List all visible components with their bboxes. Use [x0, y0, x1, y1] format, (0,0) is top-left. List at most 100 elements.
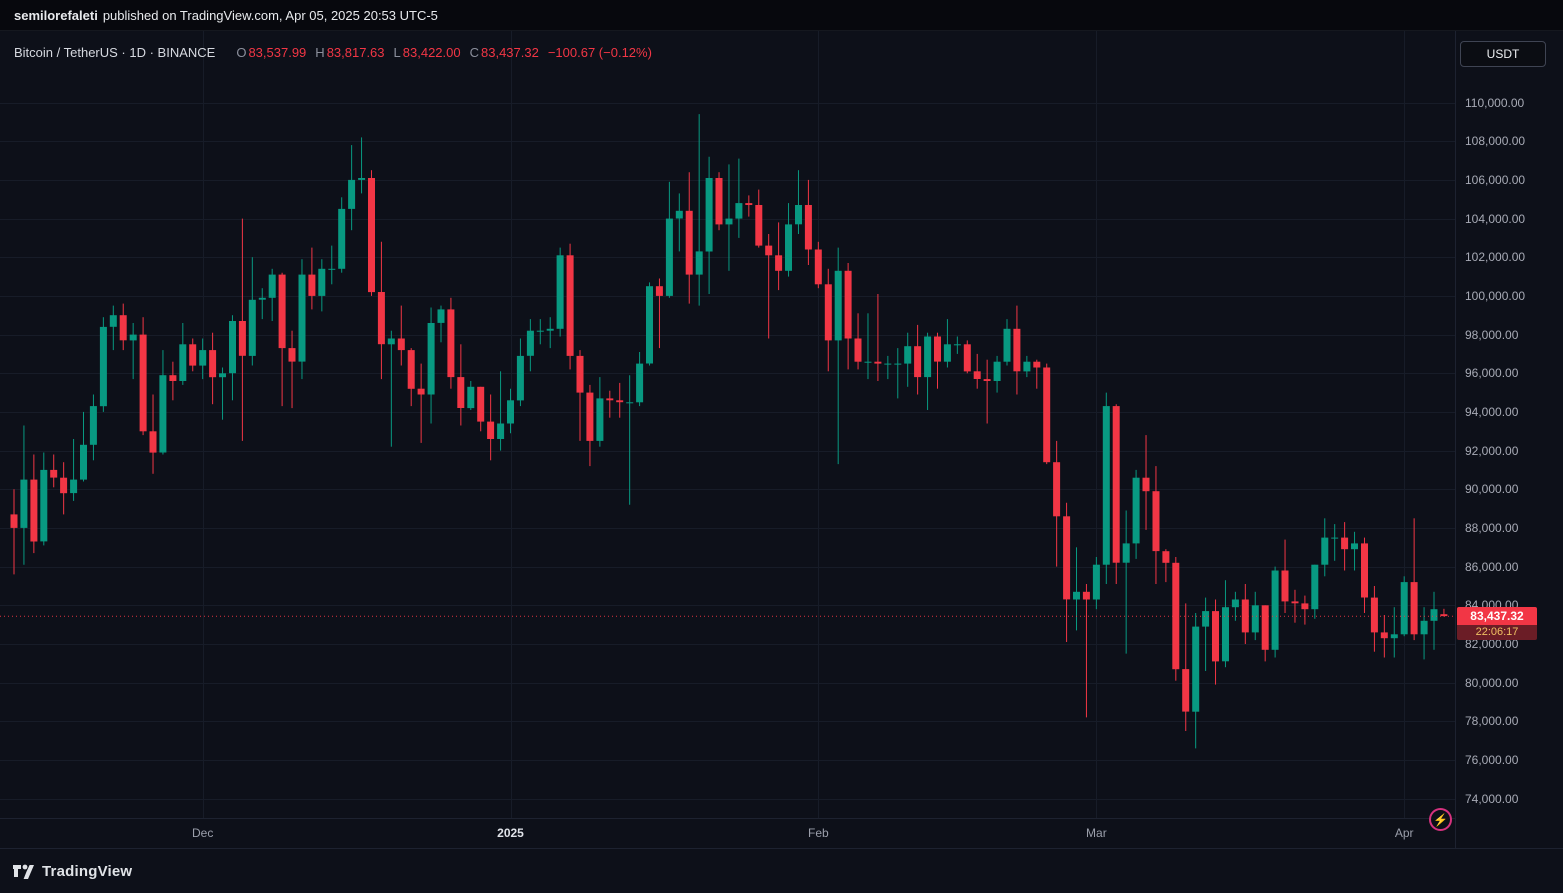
candle — [953, 344, 961, 346]
candle — [308, 274, 316, 296]
symbol-title[interactable]: Bitcoin / TetherUS · 1D · BINANCE — [14, 45, 216, 60]
candle — [536, 330, 544, 332]
candle — [10, 514, 18, 528]
candle — [268, 274, 276, 298]
time-tick-label: Feb — [807, 826, 829, 840]
tradingview-logo-icon[interactable] — [13, 863, 34, 879]
time-axis[interactable]: Dec 2025 Feb Mar Apr — [0, 818, 1455, 848]
candle — [775, 255, 783, 271]
price-tick-label: 98,000.00 — [1465, 327, 1519, 342]
candle — [1251, 605, 1259, 633]
candle — [943, 344, 951, 362]
candle — [1182, 669, 1190, 712]
candle — [199, 350, 207, 366]
candle — [1321, 537, 1329, 565]
price-tick-label: 110,000.00 — [1465, 95, 1525, 110]
candle — [437, 309, 445, 323]
candle — [1261, 605, 1269, 650]
candle — [795, 205, 802, 225]
candle — [457, 377, 465, 408]
candle — [417, 388, 425, 395]
price-tick-label: 90,000.00 — [1465, 482, 1519, 497]
boost-icon[interactable]: ⚡ — [1429, 808, 1452, 831]
candlestick-chart[interactable] — [0, 31, 1455, 818]
candle — [1400, 582, 1408, 635]
candle — [219, 373, 226, 378]
candle — [40, 469, 48, 542]
candle — [1212, 611, 1219, 662]
time-tick-label: 2025 — [497, 826, 524, 840]
candle — [189, 344, 197, 366]
chart-area: Bitcoin / TetherUS · 1D · BINANCE O 83,53… — [0, 31, 1563, 848]
candle — [50, 469, 58, 478]
candle — [1023, 361, 1031, 372]
candle — [338, 208, 346, 269]
candle — [1082, 591, 1090, 600]
candle — [566, 255, 574, 356]
grid-lines — [0, 31, 1455, 818]
candle — [924, 336, 932, 378]
candle — [904, 346, 912, 364]
candle — [1202, 611, 1210, 627]
price-tick-label: 82,000.00 — [1465, 636, 1519, 651]
last-price-value: 83,437.32 — [1457, 607, 1537, 626]
candle — [1271, 570, 1279, 650]
candle — [526, 330, 534, 356]
candle — [1430, 609, 1438, 621]
candle — [993, 361, 1001, 381]
footer-bar: TradingView — [0, 848, 1563, 893]
candle — [30, 479, 38, 542]
currency-toggle-button[interactable]: USDT — [1460, 41, 1546, 67]
price-tick-label: 74,000.00 — [1465, 791, 1519, 806]
candle — [238, 321, 246, 356]
candle — [963, 344, 971, 372]
candle — [675, 210, 683, 219]
candle — [596, 398, 604, 441]
candle — [60, 477, 68, 494]
candle — [894, 363, 902, 365]
candle — [80, 444, 87, 480]
candle — [665, 218, 673, 296]
candle — [1281, 570, 1289, 602]
candle — [377, 292, 385, 345]
time-tick-label: Mar — [1086, 826, 1107, 840]
candle — [874, 361, 882, 364]
last-price-badge: 83,437.32 22:06:17 — [1457, 607, 1537, 641]
candle — [983, 379, 991, 381]
candle — [487, 421, 495, 439]
candle — [646, 286, 653, 364]
candle — [169, 375, 177, 381]
price-axis[interactable]: USDT 83,437.32 22:06:17 74,000.00 76,000.… — [1455, 31, 1563, 848]
candle — [556, 255, 564, 329]
price-tick-label: 80,000.00 — [1465, 675, 1519, 690]
price-tick-label: 86,000.00 — [1465, 559, 1519, 574]
candle — [179, 344, 187, 381]
candle — [685, 210, 693, 275]
candle — [1420, 620, 1428, 635]
candle — [1122, 543, 1130, 563]
chart-legend[interactable]: Bitcoin / TetherUS · 1D · BINANCE O 83,53… — [14, 45, 652, 60]
candle — [288, 348, 296, 362]
candle — [1102, 406, 1110, 565]
price-tick-label: 104,000.00 — [1465, 211, 1526, 226]
candle — [1410, 582, 1418, 635]
candle — [70, 479, 78, 494]
candle — [725, 218, 733, 225]
candle — [20, 479, 28, 528]
candle — [973, 371, 981, 379]
candle — [1241, 599, 1249, 633]
candle — [89, 406, 97, 445]
candle — [1311, 564, 1319, 610]
candle — [1192, 626, 1200, 712]
candle — [1132, 477, 1140, 544]
candle — [1073, 591, 1080, 600]
price-tick-label: 76,000.00 — [1465, 752, 1519, 767]
candle — [1162, 551, 1170, 563]
candle — [139, 334, 147, 432]
candle — [804, 205, 812, 250]
candle — [497, 423, 505, 439]
plot-column: Bitcoin / TetherUS · 1D · BINANCE O 83,53… — [0, 31, 1455, 848]
candle — [229, 321, 236, 374]
tradingview-wordmark[interactable]: TradingView — [42, 862, 133, 880]
lightning-icon: ⚡ — [1433, 812, 1448, 827]
